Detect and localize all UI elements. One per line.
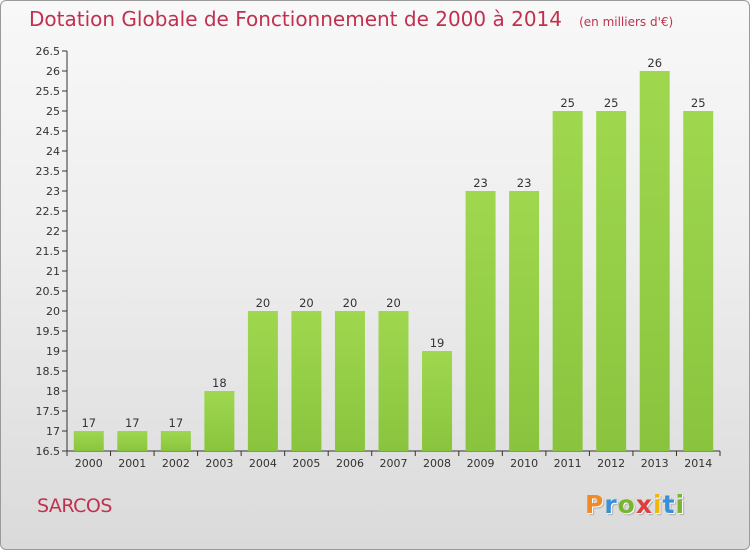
brand-letter: x [635,490,653,519]
bar-2009 [465,191,496,451]
x-tick-label-2001: 2001 [118,457,146,470]
x-tick-label-2009: 2009 [467,457,495,470]
data-label-2007: 20 [386,296,401,310]
bar-2011 [552,111,583,451]
x-tick-label-2007: 2007 [380,457,408,470]
brand-letter: t [662,490,676,519]
y-tick-label: 22 [46,225,60,238]
y-tick-label: 21 [46,265,60,278]
y-tick-label: 26.5 [36,45,61,58]
y-tick-label: 17.5 [36,405,61,418]
bar-2000 [73,431,104,451]
brand-letter: i [653,490,663,519]
y-tick-label: 20.5 [36,285,61,298]
chart-subtitle: (en milliers d'€) [579,15,674,29]
brand-letter: P [585,490,605,519]
y-tick-label: 19.5 [36,325,61,338]
y-tick-label: 24 [46,145,60,158]
y-tick-label: 21.5 [36,245,61,258]
bar-2005 [291,311,322,451]
data-label-2002: 17 [169,416,184,430]
y-tick-label: 16.5 [36,445,61,458]
bar-2014 [683,111,714,451]
data-label-2014: 25 [691,96,706,110]
x-tick-label-2003: 2003 [205,457,233,470]
bar-2013 [639,71,670,451]
y-tick-label: 20 [46,305,60,318]
data-label-2004: 20 [256,296,271,310]
bar-2007 [378,311,409,451]
brand-letter: i [675,490,686,519]
data-label-2001: 17 [125,416,140,430]
data-label-2011: 25 [560,96,575,110]
y-tick-label: 24.5 [36,125,61,138]
x-tick-label-2006: 2006 [336,457,364,470]
x-tick-label-2004: 2004 [249,457,277,470]
x-tick-label-2011: 2011 [554,457,582,470]
x-tick-label-2005: 2005 [292,457,320,470]
brand-logo: Proxiti [585,490,685,519]
brand-letter: o [617,490,636,519]
y-tick-label: 23.5 [36,165,61,178]
y-tick-label: 19 [46,345,60,358]
x-tick-label-2012: 2012 [597,457,625,470]
y-tick-label: 25 [46,105,60,118]
y-tick-label: 22.5 [36,205,61,218]
place-name: SARCOS [37,495,112,517]
data-label-2010: 23 [517,176,532,190]
x-tick-label-2010: 2010 [510,457,538,470]
bar-2010 [509,191,540,451]
data-label-2003: 18 [212,376,227,390]
bar-2003 [204,391,235,451]
bar-2012 [596,111,627,451]
title-line: Dotation Globale de Fonctionnement de 20… [29,7,673,31]
x-tick-label-2014: 2014 [684,457,712,470]
data-label-2006: 20 [343,296,358,310]
brand-letter: r [604,490,618,519]
x-tick-label-2013: 2013 [641,457,669,470]
data-label-2008: 19 [430,336,445,350]
y-tick-label: 25.5 [36,85,61,98]
x-tick-label-2008: 2008 [423,457,451,470]
bar-2002 [160,431,191,451]
y-tick-label: 26 [46,65,60,78]
y-tick-label: 18.5 [36,365,61,378]
y-tick-label: 18 [46,385,60,398]
bar-2008 [422,351,453,451]
bar-2004 [247,311,278,451]
data-label-2009: 23 [473,176,488,190]
x-tick-label-2000: 2000 [75,457,103,470]
data-label-2005: 20 [299,296,314,310]
data-label-2012: 25 [604,96,619,110]
y-tick-label: 17 [46,425,60,438]
chart-title: Dotation Globale de Fonctionnement de 20… [29,7,562,31]
data-label-2013: 26 [647,56,662,70]
bar-2001 [117,431,148,451]
data-label-2000: 17 [81,416,96,430]
bar-2006 [334,311,365,451]
x-tick-label-2002: 2002 [162,457,190,470]
y-tick-label: 23 [46,185,60,198]
